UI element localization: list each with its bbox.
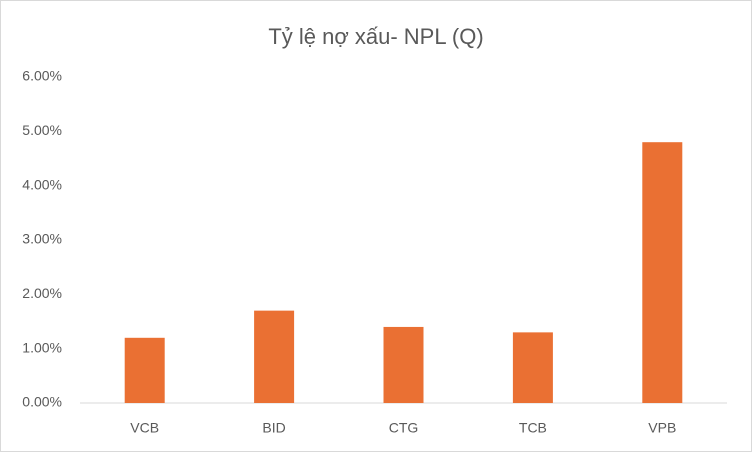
- y-tick-label: 2.00%: [22, 285, 62, 301]
- bar: [124, 337, 165, 403]
- bar: [383, 326, 424, 403]
- x-tick-label: BID: [262, 420, 285, 436]
- x-tick-label: TCB: [519, 420, 547, 436]
- y-tick-label: 1.00%: [22, 339, 62, 355]
- x-tick-label: VPB: [648, 420, 676, 436]
- x-tick-label: VCB: [130, 420, 159, 436]
- y-tick-label: 5.00%: [22, 122, 62, 138]
- y-tick-label: 6.00%: [22, 68, 62, 84]
- bar: [254, 310, 295, 403]
- chart-title: Tỷ lệ nợ xấu- NPL (Q): [268, 24, 483, 49]
- bar: [642, 142, 683, 403]
- y-tick-label: 3.00%: [22, 231, 62, 247]
- x-tick-label: CTG: [389, 420, 419, 436]
- y-tick-label: 4.00%: [22, 176, 62, 192]
- y-tick-label: 0.00%: [22, 394, 62, 410]
- bar: [512, 332, 553, 403]
